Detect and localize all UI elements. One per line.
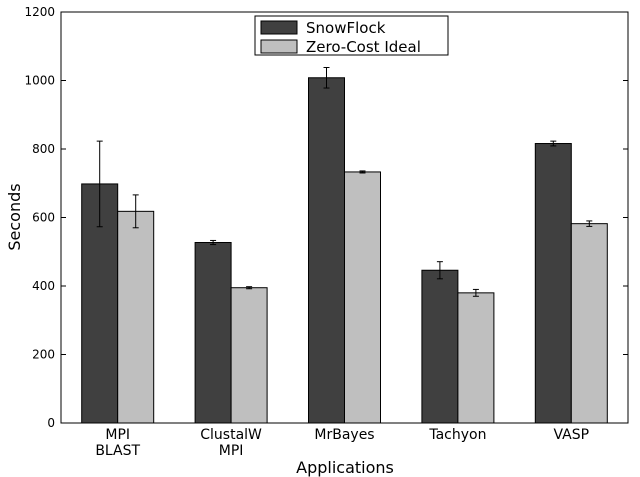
y-axis-title: Seconds <box>5 183 24 250</box>
bars <box>81 77 608 424</box>
bar-zero-cost-ideal <box>117 210 155 424</box>
x-category-label-line: VASP <box>554 427 590 443</box>
legend-swatch-zero-cost-ideal <box>260 39 298 54</box>
bar-snowflock <box>194 242 232 424</box>
legend: SnowFlock Zero-Cost Ideal <box>254 15 449 56</box>
y-tick-label: 1000 <box>24 74 55 88</box>
legend-label-zero-cost-ideal: Zero-Cost Ideal <box>306 38 421 56</box>
legend-label-snowflock: SnowFlock <box>306 19 386 37</box>
y-tick-label: 400 <box>32 279 55 293</box>
bar-zero-cost-ideal <box>570 223 608 424</box>
x-category-label-line: MPI <box>219 443 244 459</box>
x-category-label: MPI BLAST <box>95 427 140 459</box>
y-tick-label: 200 <box>32 348 55 362</box>
y-tick-label: 600 <box>32 211 55 225</box>
bar-zero-cost-ideal <box>230 287 268 424</box>
x-category-label: VASP <box>554 427 590 443</box>
legend-swatch-snowflock <box>260 20 298 35</box>
x-category-label: ClustalW MPI <box>200 427 262 459</box>
x-category-label-line: MrBayes <box>314 427 374 443</box>
y-tick-label: 1200 <box>24 5 55 19</box>
x-category-label-line: MPI <box>105 427 130 443</box>
bar-snowflock <box>534 143 572 424</box>
y-tick-label: 0 <box>47 416 55 430</box>
y-tick-label: 800 <box>32 142 55 156</box>
bar-snowflock <box>421 269 459 424</box>
error-bars <box>96 66 593 297</box>
bar-snowflock <box>308 77 345 424</box>
x-category-label-line: Tachyon <box>428 427 486 443</box>
bar-zero-cost-ideal <box>457 292 495 424</box>
x-category-label: MrBayes <box>314 427 374 443</box>
x-category-label: Tachyon <box>428 427 486 443</box>
x-axis-title: Applications <box>296 458 394 477</box>
y-axis: 0 200 400 600 800 1000 1200 <box>24 5 628 430</box>
x-category-label-line: BLAST <box>95 443 140 459</box>
bar-zero-cost-ideal <box>344 171 381 424</box>
x-category-label-line: ClustalW <box>200 427 262 443</box>
